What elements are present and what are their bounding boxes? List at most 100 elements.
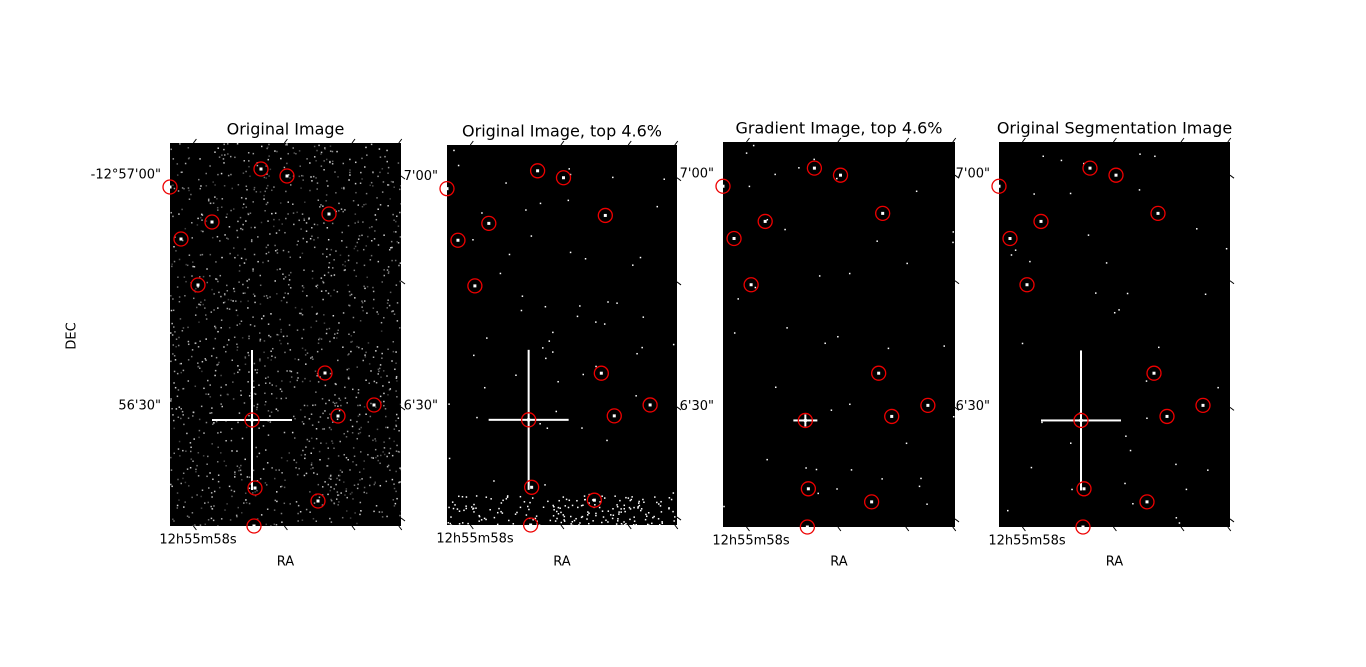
noise xyxy=(246,280,248,282)
noise xyxy=(282,335,285,338)
noise xyxy=(173,187,176,190)
noise xyxy=(243,502,245,504)
noise xyxy=(552,515,555,517)
noise xyxy=(178,440,181,443)
noise xyxy=(304,354,307,356)
noise xyxy=(881,478,883,480)
noise xyxy=(506,495,509,497)
noise xyxy=(388,389,391,391)
star xyxy=(323,371,327,375)
tick xyxy=(1180,137,1185,143)
noise xyxy=(384,408,387,410)
noise xyxy=(234,471,236,473)
noise xyxy=(340,208,343,210)
noise xyxy=(214,325,216,328)
source-circle xyxy=(920,397,936,414)
noise xyxy=(560,511,562,514)
star xyxy=(170,185,172,189)
noise xyxy=(392,310,394,312)
noise xyxy=(338,409,341,412)
noise xyxy=(384,155,386,158)
star xyxy=(529,523,533,525)
noise xyxy=(253,188,255,191)
noise xyxy=(235,514,238,517)
noise xyxy=(220,452,222,454)
noise xyxy=(244,292,246,294)
noise xyxy=(327,483,330,486)
noise xyxy=(1207,469,1209,471)
noise xyxy=(176,372,179,375)
noise xyxy=(199,304,202,306)
noise xyxy=(274,212,277,214)
image-content xyxy=(170,143,401,526)
noise xyxy=(237,421,239,424)
noise xyxy=(214,337,217,340)
noise xyxy=(226,344,229,346)
noise xyxy=(336,494,339,496)
noise xyxy=(278,218,281,221)
noise xyxy=(217,173,219,176)
source-circle xyxy=(884,408,900,425)
noise xyxy=(356,249,359,252)
noise xyxy=(372,356,375,358)
noise xyxy=(313,156,316,158)
noise xyxy=(329,150,332,152)
noise xyxy=(217,480,220,483)
noise xyxy=(325,290,327,292)
noise xyxy=(205,359,207,361)
noise xyxy=(174,331,176,333)
noise xyxy=(567,199,570,202)
noise xyxy=(223,460,226,462)
noise xyxy=(274,356,277,359)
noise xyxy=(552,351,554,353)
noise xyxy=(345,436,348,438)
noise xyxy=(395,490,397,493)
noise xyxy=(226,237,228,239)
source-circle xyxy=(743,277,759,293)
noise xyxy=(359,404,361,407)
noise xyxy=(329,161,331,164)
source-circle xyxy=(597,207,613,224)
noise xyxy=(395,413,398,416)
noise xyxy=(200,507,203,509)
noise xyxy=(309,491,311,493)
noise xyxy=(263,351,265,354)
noise xyxy=(236,324,239,326)
noise xyxy=(216,364,218,366)
noise xyxy=(317,236,319,239)
noise xyxy=(214,374,216,377)
noise xyxy=(297,504,300,507)
noise xyxy=(595,365,597,368)
noise xyxy=(299,165,302,167)
noise xyxy=(377,313,380,315)
noise xyxy=(326,227,329,229)
noise xyxy=(508,519,510,522)
noise xyxy=(312,517,315,520)
noise xyxy=(347,354,349,356)
noise xyxy=(369,184,371,187)
noise xyxy=(348,367,350,370)
noise xyxy=(183,276,186,278)
noise xyxy=(377,373,379,375)
noise xyxy=(1095,292,1097,294)
noise xyxy=(201,253,204,256)
noise xyxy=(376,428,379,431)
noise xyxy=(483,517,486,520)
noise xyxy=(452,507,455,510)
noise xyxy=(285,397,287,399)
noise xyxy=(312,447,315,450)
noise xyxy=(535,515,538,517)
noise xyxy=(643,501,645,504)
noise xyxy=(323,428,326,430)
noise xyxy=(388,184,390,186)
noise xyxy=(318,338,320,341)
noise xyxy=(289,370,291,372)
noise xyxy=(312,358,314,360)
noise xyxy=(271,467,273,469)
noise xyxy=(347,459,349,461)
noise xyxy=(306,404,309,407)
noise xyxy=(388,437,391,440)
noise xyxy=(364,287,366,290)
noise xyxy=(233,290,236,293)
noise xyxy=(194,314,197,316)
